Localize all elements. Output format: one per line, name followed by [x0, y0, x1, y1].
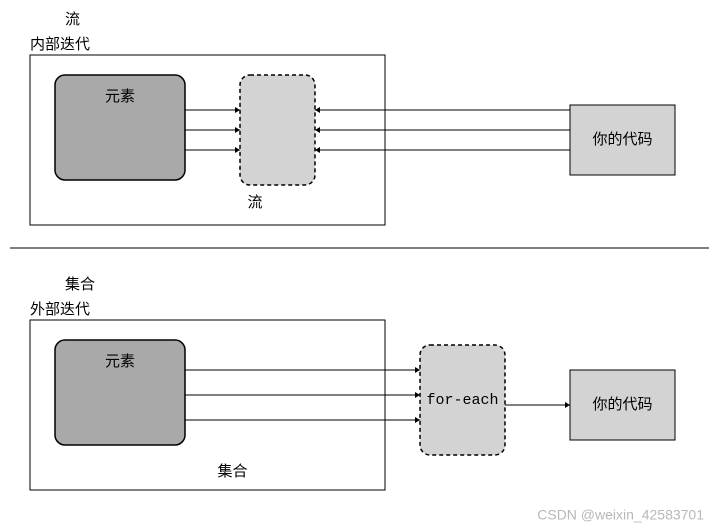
bottom-code-label: 你的代码	[592, 396, 652, 413]
bottom-subtitle: 外部迭代	[30, 301, 90, 318]
bottom-arrow-foreach-code-head	[565, 402, 570, 408]
bottom-element-label: 元素	[105, 353, 135, 370]
top-subtitle: 内部迭代	[30, 36, 90, 53]
top-element-label: 元素	[105, 88, 135, 105]
watermark: CSDN @weixin_42583701	[537, 507, 704, 523]
bottom-collection-label: 集合	[218, 463, 248, 480]
bottom-foreach-label: for-each	[426, 392, 498, 409]
top-code-label: 你的代码	[592, 131, 652, 148]
top-stream-box	[240, 75, 315, 185]
top-stream-label: 流	[248, 194, 263, 211]
top-title: 流	[65, 11, 80, 28]
diagram-svg: 流内部迭代元素流你的代码集合外部迭代元素集合for-each你的代码CSDN @…	[0, 0, 719, 531]
bottom-title: 集合	[65, 276, 95, 293]
